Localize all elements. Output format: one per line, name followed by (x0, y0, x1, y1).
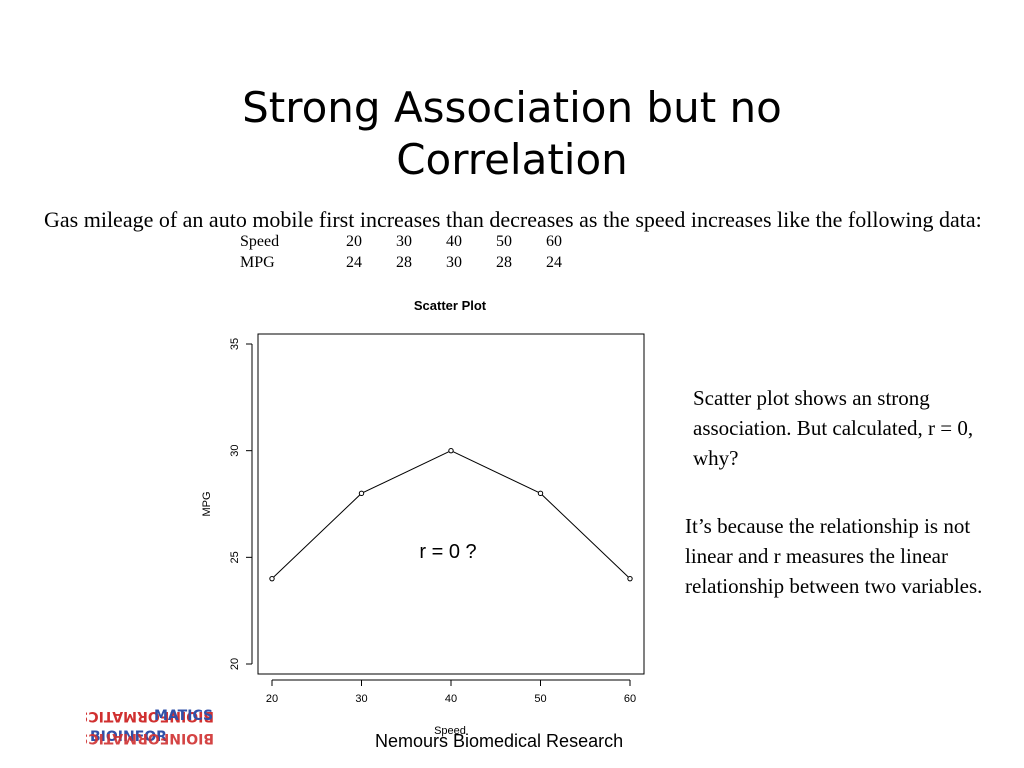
logo-word-top: MATICS (154, 708, 213, 724)
x-tick-label: 20 (266, 693, 278, 705)
data-point (627, 575, 633, 582)
row-label: Speed (240, 233, 280, 250)
logo-mirrored-top: BIOINFORMATICS (86, 708, 214, 724)
x-tick-label: 40 (445, 693, 457, 705)
table-row-speed: Speed 20 30 40 50 60 (240, 231, 596, 252)
data-point (448, 447, 454, 454)
y-axis: 20 25 30 35 (229, 338, 253, 670)
x-axis-label: Speed (434, 725, 466, 737)
table-cell: 24 (346, 254, 362, 271)
y-axis-label: MPG (201, 491, 213, 516)
chart-title: Scatter Plot (414, 298, 487, 313)
plot-frame (257, 333, 645, 675)
slide-title: Strong Association but no Correlation (242, 83, 782, 184)
table-cell: 20 (346, 233, 362, 250)
logo-word-bottom: BIOINFOR (90, 729, 167, 745)
x-axis: 20 30 40 50 60 (266, 679, 636, 705)
y-tick-label: 35 (229, 338, 241, 350)
note-explanation: It’s because the relationship is not lin… (685, 514, 983, 598)
table-cell: 40 (446, 233, 462, 250)
y-tick-label: 30 (229, 445, 241, 457)
table-cell: 28 (396, 254, 412, 271)
table-cell: 60 (546, 233, 562, 250)
footer: Nemours Biomedical Research (375, 731, 624, 751)
table-row-mpg: MPG 24 28 30 28 24 (240, 252, 596, 273)
row-label: MPG (240, 254, 275, 271)
intro-text: Gas mileage of an auto mobile first incr… (44, 207, 982, 232)
data-point (537, 490, 544, 497)
table-cell: 24 (546, 254, 562, 271)
logo-mirrored-bottom: BIOINFORMATICS (86, 730, 214, 746)
y-tick-label: 20 (229, 658, 241, 670)
scatter-chart: Scatter Plot 20 30 40 50 60 20 25 30 35 Speed M… (201, 298, 645, 737)
x-tick-label: 60 (624, 693, 636, 705)
table-cell: 30 (396, 233, 412, 250)
table-cell: 30 (446, 254, 462, 271)
data-points (269, 447, 633, 582)
x-tick-label: 30 (355, 693, 367, 705)
r-annotation: r = 0 ? (419, 541, 476, 563)
data-table: Speed 20 30 40 50 60 MPG 24 28 30 28 24 (240, 231, 596, 273)
data-point (358, 490, 365, 497)
x-tick-label: 50 (534, 693, 546, 705)
note-association: Scatter plot shows an strong association… (693, 386, 974, 470)
table-cell: 50 (496, 233, 512, 250)
data-point (269, 575, 275, 582)
table-cell: 28 (496, 254, 512, 271)
bioinformatics-logo: BIOINFORMATICS MATICS BIOINFOR BIOINFORM… (86, 708, 214, 746)
y-tick-label: 25 (229, 551, 241, 563)
